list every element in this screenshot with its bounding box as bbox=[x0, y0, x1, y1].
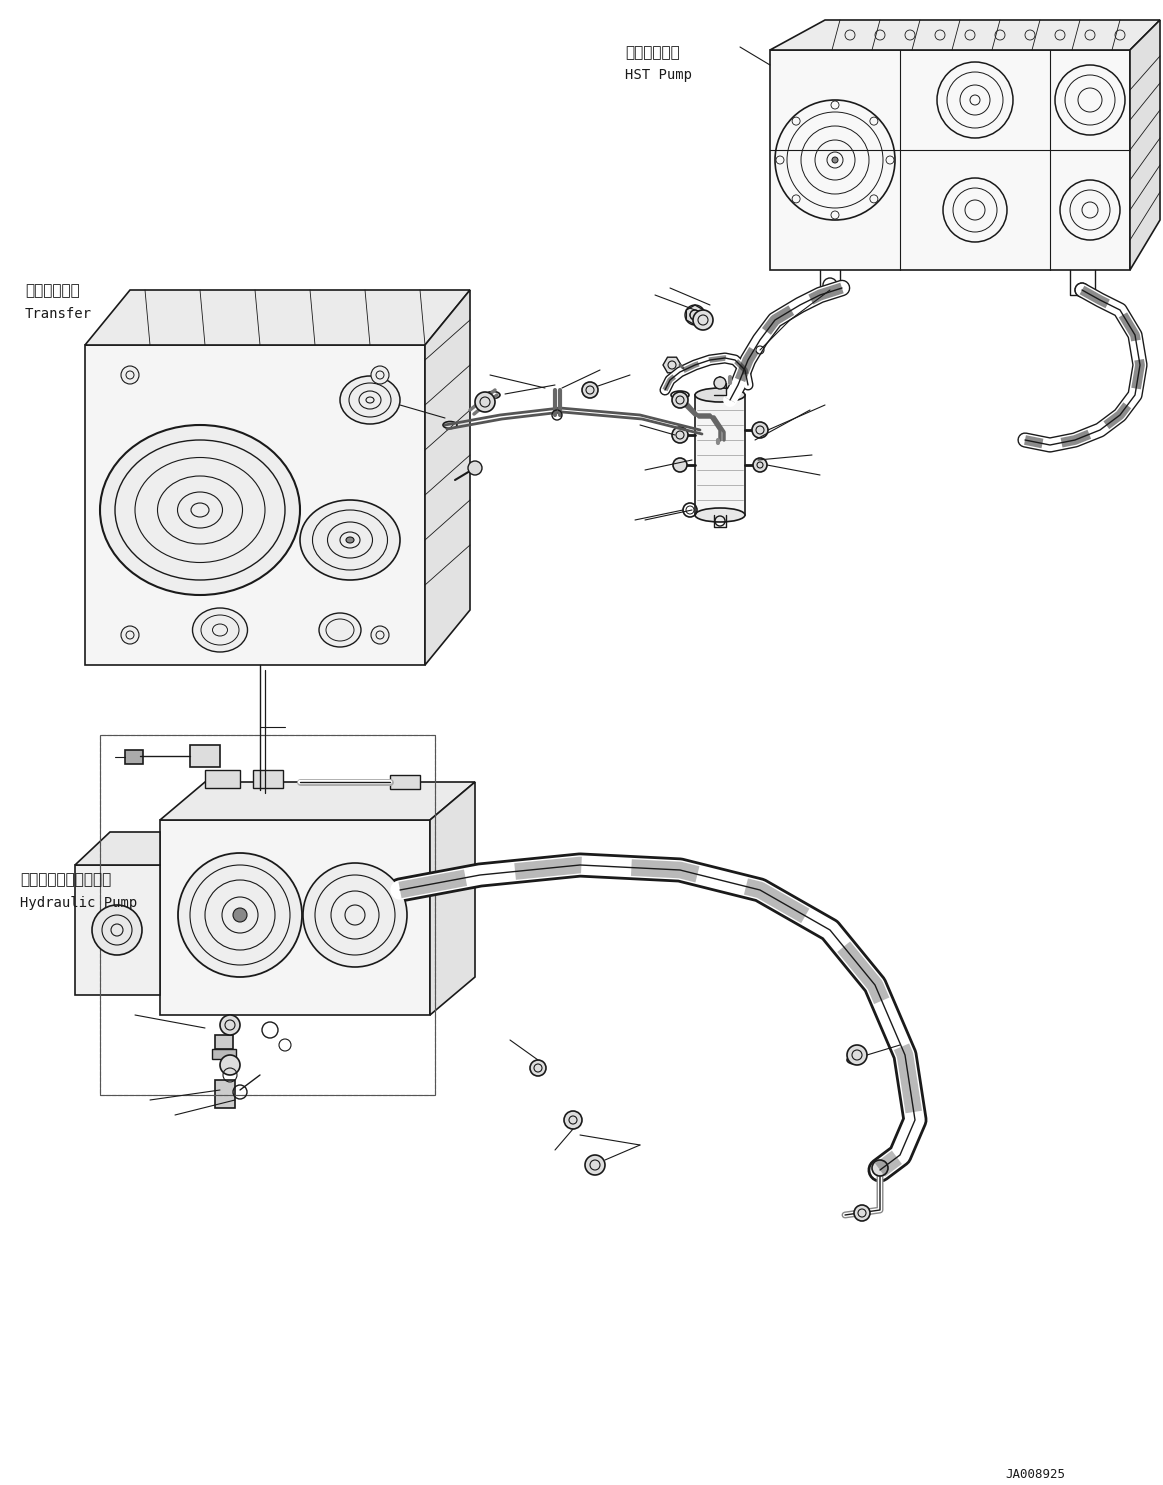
Circle shape bbox=[673, 457, 687, 472]
Circle shape bbox=[468, 460, 481, 475]
Bar bbox=[254, 771, 283, 789]
Circle shape bbox=[220, 1054, 240, 1075]
Circle shape bbox=[371, 627, 388, 644]
Polygon shape bbox=[770, 19, 1160, 50]
Circle shape bbox=[714, 377, 726, 389]
Circle shape bbox=[121, 627, 140, 644]
Circle shape bbox=[530, 1060, 545, 1077]
Circle shape bbox=[220, 1016, 240, 1035]
Ellipse shape bbox=[100, 425, 300, 595]
Ellipse shape bbox=[193, 607, 248, 652]
Bar bbox=[205, 771, 240, 789]
Polygon shape bbox=[663, 358, 682, 373]
Circle shape bbox=[672, 392, 688, 408]
Polygon shape bbox=[424, 290, 470, 665]
Text: JA008925: JA008925 bbox=[1005, 1469, 1065, 1481]
Bar bbox=[215, 1035, 233, 1048]
Bar bbox=[390, 775, 420, 789]
Bar bbox=[215, 1080, 235, 1108]
Polygon shape bbox=[770, 50, 1130, 270]
Ellipse shape bbox=[695, 388, 745, 402]
Circle shape bbox=[304, 863, 407, 967]
Text: ＨＳＴポンプ: ＨＳＴポンプ bbox=[625, 45, 679, 59]
Circle shape bbox=[847, 1045, 866, 1065]
Circle shape bbox=[854, 1204, 870, 1221]
Polygon shape bbox=[1130, 19, 1160, 270]
Circle shape bbox=[178, 852, 302, 977]
Circle shape bbox=[582, 382, 598, 398]
Circle shape bbox=[233, 907, 247, 922]
Circle shape bbox=[872, 1160, 889, 1176]
Ellipse shape bbox=[319, 613, 361, 647]
Circle shape bbox=[371, 365, 388, 385]
Circle shape bbox=[752, 457, 768, 472]
Text: Hydraulic Pump: Hydraulic Pump bbox=[20, 895, 137, 910]
Text: トランスファ: トランスファ bbox=[24, 284, 80, 298]
Circle shape bbox=[585, 1155, 605, 1175]
Text: ハイドロリックポンプ: ハイドロリックポンプ bbox=[20, 872, 112, 887]
Bar bbox=[100, 735, 435, 1094]
Bar bbox=[695, 395, 745, 515]
Circle shape bbox=[752, 422, 768, 438]
Ellipse shape bbox=[340, 376, 400, 425]
Bar bbox=[212, 1048, 236, 1059]
Polygon shape bbox=[430, 783, 475, 1016]
Circle shape bbox=[672, 428, 688, 443]
Bar bbox=[124, 750, 143, 763]
Circle shape bbox=[121, 365, 140, 385]
Circle shape bbox=[832, 157, 839, 163]
Polygon shape bbox=[74, 832, 160, 864]
Ellipse shape bbox=[347, 538, 354, 544]
Bar bbox=[190, 745, 220, 766]
Ellipse shape bbox=[300, 500, 400, 581]
Ellipse shape bbox=[695, 508, 745, 523]
Polygon shape bbox=[686, 304, 704, 325]
Circle shape bbox=[693, 310, 713, 330]
Circle shape bbox=[92, 904, 142, 955]
Polygon shape bbox=[85, 290, 470, 345]
Polygon shape bbox=[160, 820, 430, 1016]
Polygon shape bbox=[74, 864, 160, 995]
Bar bbox=[100, 735, 435, 1094]
Circle shape bbox=[564, 1111, 582, 1129]
Text: HST Pump: HST Pump bbox=[625, 68, 692, 82]
Polygon shape bbox=[160, 783, 475, 820]
Circle shape bbox=[475, 392, 495, 411]
Text: Transfer: Transfer bbox=[24, 307, 92, 321]
Polygon shape bbox=[85, 345, 424, 665]
